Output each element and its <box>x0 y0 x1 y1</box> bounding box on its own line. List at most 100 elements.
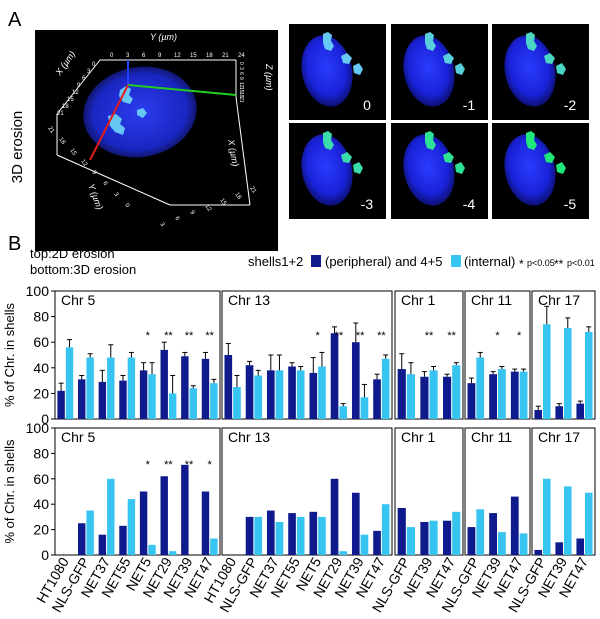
bar-internal <box>127 499 136 555</box>
chromosome-territory <box>353 63 363 75</box>
bar-peripheral <box>420 376 429 419</box>
legend-sig2-marker: ** <box>554 257 564 271</box>
y-tick-label: 100 <box>26 420 50 436</box>
chart-panel-frame <box>531 290 596 420</box>
bar-internal <box>406 527 415 555</box>
y-axis-label: % of Chr. in shells <box>2 439 17 544</box>
bar-internal <box>476 357 485 419</box>
y-tick-label: 60 <box>33 471 49 487</box>
chromosome-label: Chr 1 <box>401 292 435 308</box>
chromosome-territory <box>556 63 566 75</box>
chart-panel-frame <box>54 427 221 556</box>
bar-peripheral <box>288 366 296 419</box>
legend-shells-prefix: shells1+2 <box>248 254 303 269</box>
significance-marker: ** <box>185 330 194 342</box>
chart-panel-frame <box>464 290 531 420</box>
bar-peripheral <box>288 513 296 555</box>
bar-peripheral <box>351 492 360 555</box>
chromosome-territory <box>425 131 436 150</box>
legend-peripheral-label: (peripheral) and 4+5 <box>325 254 442 269</box>
tick-label-z: 6 <box>238 72 244 75</box>
bar-peripheral <box>98 381 107 419</box>
y-tick-label: 0 <box>41 411 49 427</box>
tick-label-z: 21 <box>238 97 244 103</box>
bar-peripheral <box>139 370 148 419</box>
bar-internal <box>406 374 415 419</box>
bar-internal <box>275 521 284 555</box>
bar-internal <box>275 370 284 419</box>
tick-label-y-top: 3 <box>126 53 130 59</box>
y-tick-label: 80 <box>33 309 49 325</box>
chromosome-territory <box>341 152 352 163</box>
significance-marker: ** <box>425 330 434 342</box>
bar-internal <box>254 516 263 555</box>
bar-internal <box>254 375 263 419</box>
erosion-thumbnail: -5 <box>492 123 589 219</box>
bar-peripheral <box>309 511 318 555</box>
panel-a-side-label: 3D erosion <box>9 111 26 184</box>
bar-internal <box>168 393 177 419</box>
bar-peripheral <box>119 380 127 419</box>
axis-y-top-label: Y (µm) <box>150 32 177 42</box>
significance-marker: ** <box>164 459 173 471</box>
bar-internal <box>233 387 241 419</box>
chromosome-label: Chr 17 <box>538 292 580 308</box>
chromosome-territory <box>323 131 334 150</box>
chromosome-label: Chr 11 <box>471 429 512 445</box>
tick-label-y-bottom: 21 <box>46 126 55 135</box>
bar-peripheral <box>534 549 542 555</box>
y-tick-label: 20 <box>33 522 49 538</box>
bar-peripheral <box>266 370 275 419</box>
erosion-step-label: -4 <box>463 196 476 212</box>
chromosome-territory <box>544 152 555 163</box>
tick-label-x-bottom: 18 <box>233 192 242 201</box>
bar-internal <box>498 532 506 555</box>
erosion-step-label: 0 <box>363 97 371 113</box>
bar-peripheral <box>576 538 584 555</box>
chromosome-territories-3d <box>108 86 147 135</box>
significance-marker: * <box>495 330 500 342</box>
tick-label-y-bottom: 3 <box>112 192 119 199</box>
tick-label-y-top: 24 <box>238 53 245 59</box>
legend-internal-swatch <box>451 255 461 267</box>
chromosome-territory <box>526 32 537 51</box>
tick-label-y-top: 18 <box>206 53 213 59</box>
significance-marker: * <box>315 330 320 342</box>
y-tick-label: 80 <box>33 445 49 461</box>
nucleus-thumbnail <box>403 35 455 107</box>
legend: shells1+2 (peripheral) and 4+5 (internal… <box>248 254 595 271</box>
bar-internal <box>339 551 348 555</box>
chromosome-territory <box>341 53 352 64</box>
bar-internal <box>107 357 115 419</box>
significance-marker: ** <box>356 330 365 342</box>
significance-marker: ** <box>377 330 386 342</box>
y-tick-label: 40 <box>33 360 49 376</box>
bar-internal <box>86 357 94 419</box>
panel-b-letter: B <box>8 233 21 255</box>
bar-internal <box>148 544 156 555</box>
tick-label-x-left: 12 <box>72 90 79 96</box>
bar-peripheral <box>555 406 563 419</box>
bar-internal <box>452 365 461 419</box>
bar-internal <box>360 397 369 419</box>
erosion-step-label: -5 <box>564 196 577 212</box>
bar-peripheral <box>510 496 519 555</box>
tick-label-x-left: 21 <box>57 111 64 117</box>
bar-internal <box>564 486 572 555</box>
bar-internal <box>107 478 115 555</box>
bar-peripheral <box>78 379 86 419</box>
chromosome-label: Chr 11 <box>471 292 512 308</box>
panel-a-letter: A <box>8 9 22 31</box>
bar-peripheral <box>534 410 542 419</box>
bar-internal <box>65 347 74 419</box>
nucleus-thumbnail <box>301 134 353 206</box>
bar-internal <box>429 520 438 555</box>
bar-peripheral <box>373 379 381 419</box>
chart-panel-frame <box>531 427 596 556</box>
tick-label-x-left: 3 <box>87 69 91 75</box>
bar-internal <box>519 533 528 555</box>
tick-label-x-left: 15 <box>67 97 74 103</box>
bar-internal <box>585 331 593 419</box>
